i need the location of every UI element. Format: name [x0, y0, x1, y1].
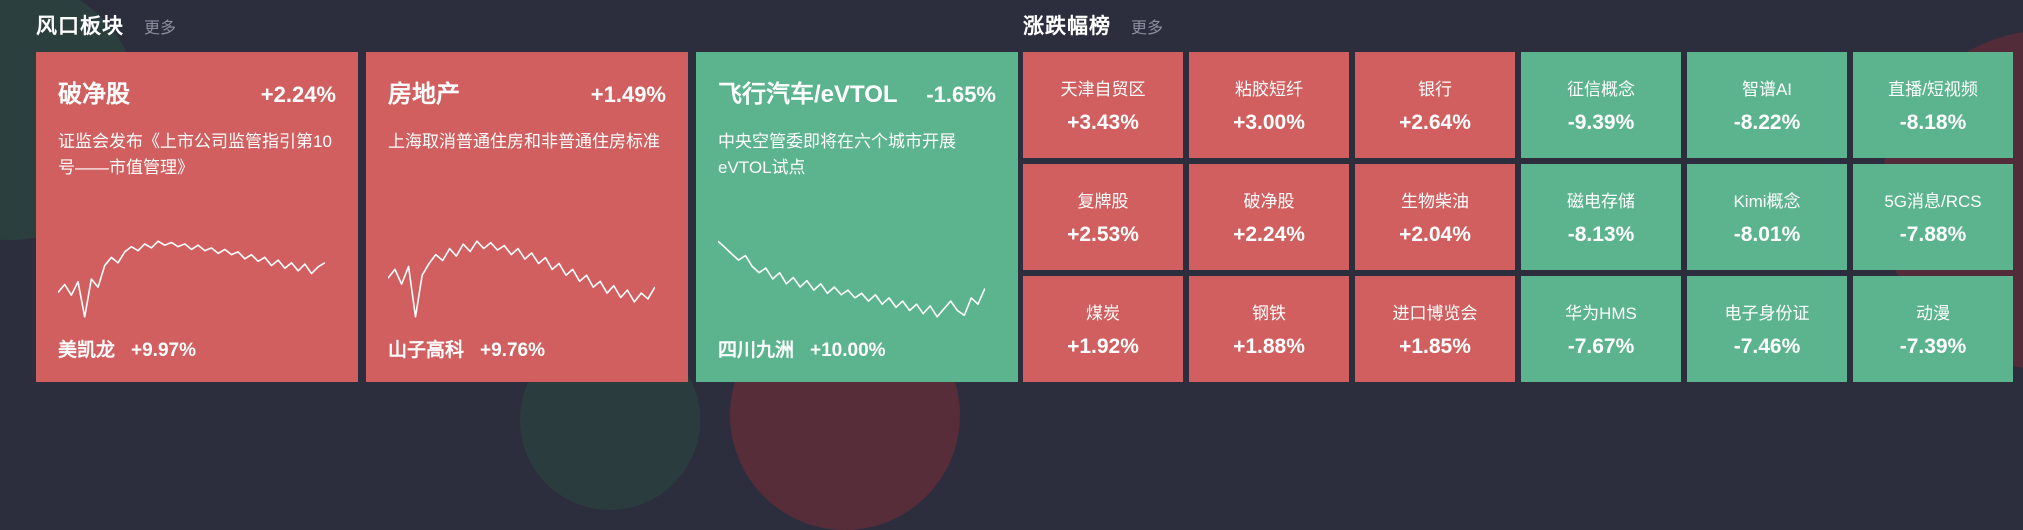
rank-tile-name: 5G消息/RCS: [1884, 192, 1982, 211]
rank-tile-change: +2.64%: [1399, 111, 1471, 134]
rank-tile-name: 华为HMS: [1565, 304, 1637, 323]
rank-tile-change: -7.46%: [1733, 335, 1801, 358]
rank-tile-name: 银行: [1418, 80, 1452, 99]
sector-news: 中央空管委即将在六个城市开展eVTOL试点: [718, 132, 956, 178]
rank-tile-change: -8.22%: [1733, 111, 1801, 134]
sector-change: +2.24%: [260, 82, 336, 107]
rank-tile-name: 智谱AI: [1741, 80, 1793, 99]
rank-tile-change: +1.85%: [1399, 335, 1471, 358]
rankings-section: 涨跌幅榜 更多 天津自贸区 +3.43% 粘胶短纤 +3.00% 银行 +2.6…: [1023, 10, 2013, 382]
sector-name: 房地产: [388, 81, 460, 108]
rank-tile[interactable]: 征信概念 -9.39%: [1521, 52, 1681, 158]
rank-tile-change: +2.53%: [1067, 223, 1139, 246]
rank-tile-name: 复牌股: [1077, 192, 1129, 211]
rank-tile[interactable]: 进口博览会 +1.85%: [1355, 276, 1515, 382]
rank-tile-change: -8.13%: [1567, 223, 1635, 246]
sector-news: 证监会发布《上市公司监管指引第10号——市值管理》: [58, 132, 332, 178]
sector-change: -1.65%: [926, 82, 996, 107]
sector-sparkline: [718, 237, 985, 321]
hot-sectors-section: 风口板块 更多 破净股 +2.24% 证监会发布《上市公司监管指引第10号——市…: [36, 10, 1018, 382]
sector-change: +1.49%: [590, 82, 666, 107]
rank-tile-name: 电子身份证: [1724, 304, 1810, 323]
rank-tile[interactable]: 华为HMS -7.67%: [1521, 276, 1681, 382]
rank-tile-change: -7.39%: [1899, 335, 1967, 358]
rank-tile[interactable]: 复牌股 +2.53%: [1023, 164, 1183, 270]
hot-sectors-title: 风口板块: [36, 15, 124, 38]
leading-stock-change: +9.76%: [480, 340, 545, 361]
hot-sectors-more-link[interactable]: 更多: [144, 20, 177, 37]
rank-tile[interactable]: 5G消息/RCS -7.88%: [1853, 164, 2013, 270]
rank-tile[interactable]: 动漫 -7.39%: [1853, 276, 2013, 382]
rank-tile[interactable]: 煤炭 +1.92%: [1023, 276, 1183, 382]
rank-tile-name: 动漫: [1916, 304, 1950, 323]
rankings-title: 涨跌幅榜: [1023, 15, 1111, 38]
sector-card-evtol[interactable]: 飞行汽车/eVTOL -1.65% 中央空管委即将在六个城市开展eVTOL试点 …: [696, 52, 1018, 382]
rank-tile-change: -9.39%: [1567, 111, 1635, 134]
rank-tile[interactable]: 钢铁 +1.88%: [1189, 276, 1349, 382]
rank-tile-change: -7.88%: [1899, 223, 1967, 246]
rank-tile-change: +1.88%: [1233, 335, 1305, 358]
rank-tile[interactable]: 天津自贸区 +3.43%: [1023, 52, 1183, 158]
rank-tile-change: +2.24%: [1233, 223, 1305, 246]
card-header: 破净股 +2.24%: [58, 74, 336, 109]
leading-stock: 山子高科 +9.76%: [388, 335, 666, 362]
hot-sector-cards: 破净股 +2.24% 证监会发布《上市公司监管指引第10号——市值管理》 美凯龙…: [36, 52, 1018, 382]
rank-tile[interactable]: 破净股 +2.24%: [1189, 164, 1349, 270]
rankings-grid: 天津自贸区 +3.43% 粘胶短纤 +3.00% 银行 +2.64% 征信概念 …: [1023, 52, 2013, 382]
rank-tile-name: 生物柴油: [1401, 192, 1469, 211]
leading-stock-change: +10.00%: [810, 340, 886, 361]
sector-card-fangdichan[interactable]: 房地产 +1.49% 上海取消普通住房和非普通住房标准 山子高科 +9.76%: [366, 52, 688, 382]
sector-name: 破净股: [58, 81, 130, 108]
rank-tile-name: 粘胶短纤: [1235, 80, 1303, 99]
rank-tile-change: +3.00%: [1233, 111, 1305, 134]
rank-tile-change: +1.92%: [1067, 335, 1139, 358]
leading-stock-name: 四川九洲: [718, 340, 795, 361]
sector-name: 飞行汽车/eVTOL: [718, 81, 898, 108]
rank-tile-name: 破净股: [1243, 192, 1295, 211]
rank-tile-name: 征信概念: [1567, 80, 1635, 99]
rank-tile[interactable]: Kimi概念 -8.01%: [1687, 164, 1847, 270]
rank-tile[interactable]: 电子身份证 -7.46%: [1687, 276, 1847, 382]
rank-tile[interactable]: 银行 +2.64%: [1355, 52, 1515, 158]
rank-tile[interactable]: 直播/短视频 -8.18%: [1853, 52, 2013, 158]
leading-stock-name: 美凯龙: [58, 340, 116, 361]
hot-sectors-header: 风口板块 更多: [36, 10, 1018, 38]
rank-tile-name: 煤炭: [1086, 304, 1120, 323]
sector-card-pojinggu[interactable]: 破净股 +2.24% 证监会发布《上市公司监管指引第10号——市值管理》 美凯龙…: [36, 52, 358, 382]
sector-sparkline: [388, 237, 655, 321]
sector-sparkline: [58, 237, 325, 321]
rank-tile[interactable]: 智谱AI -8.22%: [1687, 52, 1847, 158]
rank-tile[interactable]: 磁电存储 -8.13%: [1521, 164, 1681, 270]
rank-tile[interactable]: 生物柴油 +2.04%: [1355, 164, 1515, 270]
rank-tile-name: 钢铁: [1252, 304, 1286, 323]
rank-tile-change: -7.67%: [1567, 335, 1635, 358]
rank-tile-name: 磁电存储: [1567, 192, 1635, 211]
sector-news: 上海取消普通住房和非普通住房标准: [388, 132, 660, 151]
card-header: 房地产 +1.49%: [388, 74, 666, 109]
rank-tile-change: -8.01%: [1733, 223, 1801, 246]
card-header: 飞行汽车/eVTOL -1.65%: [718, 74, 996, 109]
leading-stock-name: 山子高科: [388, 340, 465, 361]
rankings-more-link[interactable]: 更多: [1131, 20, 1164, 37]
rank-tile-change: -8.18%: [1899, 111, 1967, 134]
rank-tile-name: Kimi概念: [1733, 192, 1801, 211]
rank-tile-name: 天津自贸区: [1060, 80, 1146, 99]
rank-tile-name: 直播/短视频: [1888, 80, 1978, 99]
leading-stock: 四川九洲 +10.00%: [718, 335, 996, 362]
rankings-header: 涨跌幅榜 更多: [1023, 10, 2013, 38]
leading-stock: 美凯龙 +9.97%: [58, 335, 336, 362]
rank-tile-name: 进口博览会: [1392, 304, 1478, 323]
rank-tile[interactable]: 粘胶短纤 +3.00%: [1189, 52, 1349, 158]
leading-stock-change: +9.97%: [131, 340, 196, 361]
rank-tile-change: +2.04%: [1399, 223, 1471, 246]
rank-tile-change: +3.43%: [1067, 111, 1139, 134]
